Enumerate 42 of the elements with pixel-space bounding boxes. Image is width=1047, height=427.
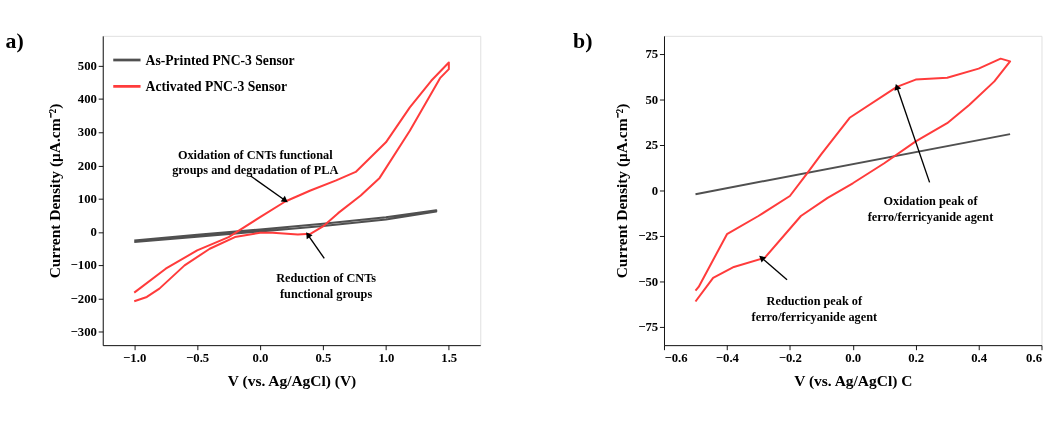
annotation: Reduction peak of ferro/ferricyanide agent: [751, 294, 878, 324]
y-tick-label: −100: [70, 258, 97, 273]
x-axis-title: V (vs. Ag/AgCl) (V): [227, 371, 357, 390]
chart-title: b): [573, 28, 593, 53]
y-tick-label: 50: [645, 92, 659, 107]
y-tick-label: −200: [70, 291, 97, 306]
x-tick-label: 0.4: [971, 351, 988, 365]
x-tick-label: 1.5: [441, 351, 458, 365]
y-tick-label: 400: [77, 92, 97, 107]
y-tick-label: −25: [638, 229, 659, 244]
x-tick-label: −0.6: [664, 351, 688, 365]
x-tick-label: 0.0: [252, 351, 269, 365]
x-tick-label: −1.0: [123, 351, 147, 365]
y-tick-label: 0: [651, 183, 659, 198]
x-tick-label: −0.2: [778, 351, 802, 365]
y-tick-label: −50: [638, 274, 659, 289]
y-axis-title: Current Density (μA.cm⁻²): [45, 103, 64, 279]
y-tick-label: 75: [645, 47, 659, 62]
y-tick-label: −75: [638, 320, 659, 335]
x-tick-label: 0.0: [845, 351, 862, 365]
y-tick-label: 25: [645, 138, 659, 153]
x-tick-label: 0.5: [315, 351, 332, 365]
x-tick-label: −0.4: [715, 351, 740, 365]
chart-title: a): [5, 28, 24, 53]
x-tick-label: 0.6: [1026, 351, 1042, 365]
y-tick-label: 200: [77, 158, 97, 173]
annotation: Oxidation peak of ferro/ferricyanide agent: [867, 194, 995, 224]
x-tick-label: 1.0: [378, 351, 395, 365]
y-tick-label: −300: [70, 324, 97, 339]
y-tick-label: 100: [77, 191, 97, 206]
annotation: Reduction of CNTs functional groups: [276, 271, 377, 301]
x-axis-title: V (vs. Ag/AgCl) C: [794, 371, 913, 390]
y-tick-label: 300: [77, 125, 97, 140]
y-tick-label: 500: [77, 58, 97, 73]
annotation: Oxidation of CNTs functional groups and degradation of PLA: [172, 147, 339, 178]
x-tick-label: −0.5: [186, 351, 210, 365]
y-axis-title: Current Density (μA.cm⁻²): [613, 103, 632, 279]
line-series: [133, 209, 438, 244]
x-tick-label: 0.2: [908, 351, 925, 365]
y-tick-label: 0: [90, 225, 97, 240]
legend-label: As-Printed PNC-3 Sensor: [145, 52, 295, 68]
legend-label: Activated PNC-3 Sensor: [145, 78, 288, 94]
